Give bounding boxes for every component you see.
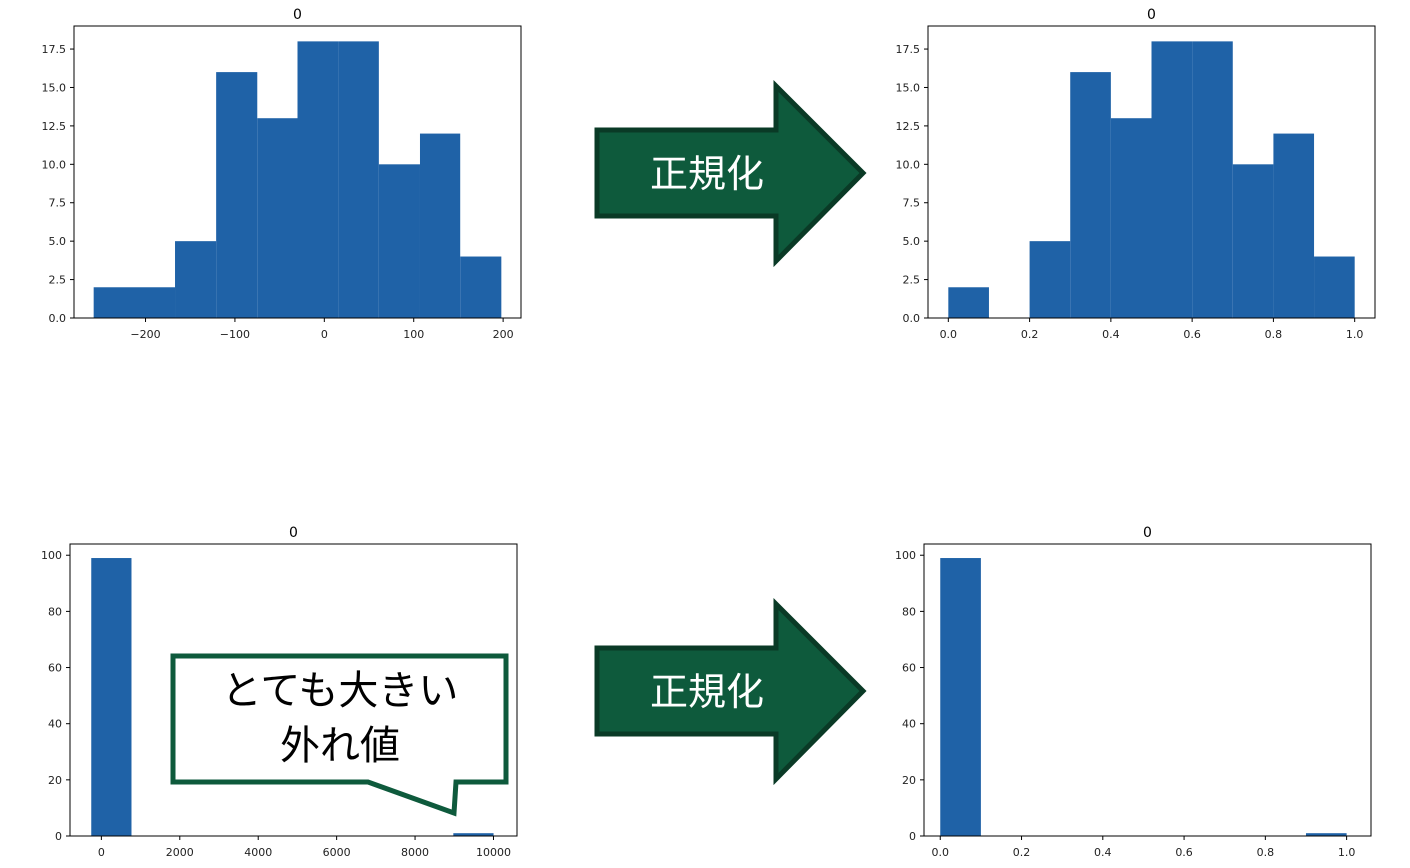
histogram-bottom-right: 0.0 0.2 0.4 0.6 0.8 1.0 0 20 40 60 80 100 0 <box>895 525 1372 859</box>
plot-frame <box>927 25 1376 319</box>
y-tick-label: 2.5 <box>903 274 921 287</box>
x-tick-label: 100 <box>403 328 424 341</box>
x-tick-label: 0.4 <box>1102 328 1120 341</box>
y-tick-label: 5.0 <box>903 235 921 248</box>
normalize-arrow-bottom: 正規化 <box>594 597 867 786</box>
y-tick-label: 0.0 <box>903 312 921 325</box>
histogram-bar <box>940 558 981 836</box>
plot-frame <box>69 543 518 837</box>
x-tick-label: 0.4 <box>1094 846 1112 859</box>
y-tick-label: 0 <box>55 830 62 843</box>
histogram-top-right: 0.0 0.2 0.4 0.6 0.8 1.0 0.0 2.5 5.0 7.5 10.0 12.5 15… <box>896 7 1376 341</box>
histogram-bar <box>460 256 502 318</box>
y-tick-label: 15.0 <box>896 81 921 94</box>
x-tick-label: 0.2 <box>1013 846 1031 859</box>
x-tick-label: 1.0 <box>1338 846 1356 859</box>
y-tick-label: 80 <box>902 605 916 618</box>
x-tick-label: 8000 <box>401 846 429 859</box>
histogram-bar <box>419 133 461 318</box>
x-tick-label: 0.6 <box>1175 846 1193 859</box>
histogram-bar <box>175 241 217 318</box>
x-tick-label: 0 <box>321 328 328 341</box>
histogram-bar <box>1232 164 1274 318</box>
y-tick-label: 10.0 <box>896 158 921 171</box>
x-tick-label: 0.0 <box>940 328 958 341</box>
chart-title: 0 <box>1147 7 1156 23</box>
histogram-bar <box>216 72 258 319</box>
histogram-bar <box>297 41 339 319</box>
y-tick-label: 40 <box>48 718 62 731</box>
y-tick-label: 15.0 <box>42 81 67 94</box>
y-tick-label: 40 <box>902 718 916 731</box>
x-tick-label: −200 <box>130 328 160 341</box>
histogram-bar <box>1070 72 1111 319</box>
x-tick-label: 0.0 <box>932 846 950 859</box>
y-tick-label: 20 <box>902 774 916 787</box>
histogram-bar <box>338 41 379 319</box>
y-tick-label: 5.0 <box>49 235 67 248</box>
y-tick-label: 80 <box>48 605 62 618</box>
y-tick-label: 17.5 <box>896 43 921 56</box>
x-tick-label: 0.8 <box>1257 846 1275 859</box>
histogram-bar <box>1273 133 1315 318</box>
y-tick-label: 60 <box>902 662 916 675</box>
callout-line-1: とても大きい <box>222 668 459 714</box>
plot-frame <box>73 25 522 319</box>
x-tick-label: 0.6 <box>1183 328 1201 341</box>
plot-frame <box>923 543 1372 837</box>
histogram-bar <box>1151 41 1193 319</box>
histogram-bar <box>378 164 420 318</box>
histogram-bar <box>453 833 494 836</box>
y-tick-label: 12.5 <box>896 120 921 133</box>
normalize-arrow-top: 正規化 <box>594 79 867 268</box>
chart-title: 0 <box>293 7 302 23</box>
y-tick-label: 100 <box>41 549 62 562</box>
x-tick-label: 10000 <box>476 846 511 859</box>
x-tick-label: 200 <box>493 328 514 341</box>
histogram-bar <box>948 287 989 318</box>
x-tick-label: 0.8 <box>1265 328 1283 341</box>
y-tick-label: 10.0 <box>42 158 67 171</box>
outlier-callout: とても大きい 外れ値 <box>170 653 509 817</box>
y-tick-label: 20 <box>48 774 62 787</box>
y-tick-label: 0.0 <box>49 312 67 325</box>
histogram-bottom-left: 0 2000 4000 6000 8000 10000 0 20 40 60 80 100 0 <box>41 525 518 859</box>
histogram-bar <box>1029 241 1071 318</box>
callout-bubble <box>170 653 509 817</box>
y-tick-label: 7.5 <box>49 197 67 210</box>
y-tick-label: 0 <box>909 830 916 843</box>
callout-line-2: 外れ値 <box>280 723 400 769</box>
arrow-shape <box>594 79 867 268</box>
arrow-label: 正規化 <box>650 152 764 196</box>
histogram-bar <box>257 118 298 318</box>
histogram-bar <box>93 287 176 318</box>
y-tick-label: 12.5 <box>42 120 67 133</box>
x-tick-label: 2000 <box>166 846 194 859</box>
y-tick-label: 17.5 <box>42 43 67 56</box>
histogram-top-left: −200 −100 0 100 200 0.0 2.5 5.0 7.5 10.0 12.5 15.0 1… <box>42 7 522 341</box>
x-tick-label: 6000 <box>323 846 351 859</box>
x-tick-label: 0 <box>98 846 105 859</box>
histogram-bar <box>1305 833 1347 836</box>
histogram-bar <box>1192 41 1233 319</box>
x-tick-label: 1.0 <box>1346 328 1364 341</box>
y-tick-label: 60 <box>48 662 62 675</box>
y-tick-label: 7.5 <box>903 197 921 210</box>
arrow-label: 正規化 <box>650 670 764 714</box>
arrow-shape <box>594 597 867 786</box>
chart-title: 0 <box>289 525 298 541</box>
x-tick-label: 0.2 <box>1021 328 1039 341</box>
chart-title: 0 <box>1143 525 1152 541</box>
x-tick-label: −100 <box>220 328 250 341</box>
y-tick-label: 2.5 <box>49 274 67 287</box>
y-tick-label: 100 <box>895 549 916 562</box>
histogram-bar <box>1110 118 1152 318</box>
histogram-bar <box>91 558 132 836</box>
x-tick-label: 4000 <box>244 846 272 859</box>
histogram-bar <box>1314 256 1355 318</box>
